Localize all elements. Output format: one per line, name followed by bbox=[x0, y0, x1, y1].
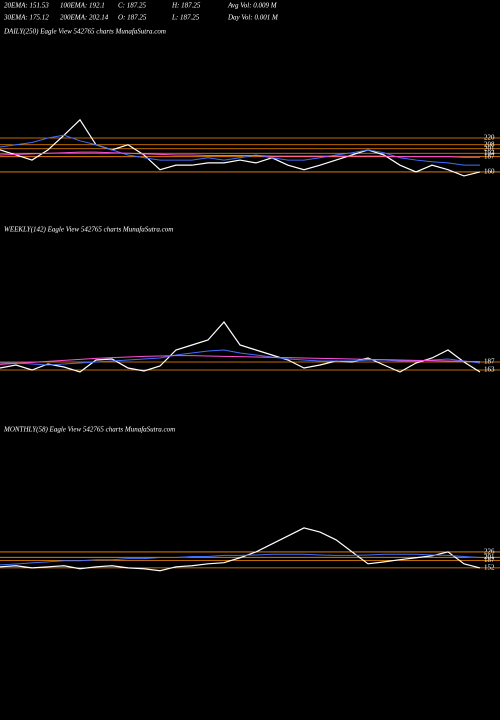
y-tick-label: 226 bbox=[484, 548, 495, 556]
price-line bbox=[0, 118, 481, 177]
header-stat: L: 187.25 bbox=[171, 14, 200, 22]
y-tick-label: 220 bbox=[484, 134, 495, 142]
price-line bbox=[0, 321, 481, 373]
price-line bbox=[0, 349, 481, 366]
price-line bbox=[0, 151, 480, 158]
header-stat: 20EMA: 151.53 bbox=[4, 2, 49, 10]
y-tick-label: 193 bbox=[484, 149, 495, 157]
y-tick-label: 163 bbox=[484, 366, 495, 374]
y-tick-label: 201 bbox=[484, 144, 495, 152]
y-tick-label: 208 bbox=[484, 140, 495, 148]
header-stat: 30EMA: 175.12 bbox=[3, 14, 49, 22]
panel-title: DAILY(250) Eagle View 542765 charts Muna… bbox=[3, 28, 166, 36]
y-tick-label: 201 bbox=[484, 553, 495, 561]
header-stat: O: 187.25 bbox=[118, 14, 147, 22]
price-line bbox=[0, 553, 481, 566]
y-tick-label: 152 bbox=[484, 564, 495, 572]
y-tick-label: 187 bbox=[484, 152, 495, 160]
price-line bbox=[0, 134, 480, 166]
header-stat: 200EMA: 202.14 bbox=[60, 14, 109, 22]
y-tick-label: 187 bbox=[484, 556, 495, 564]
panel-title: WEEKLY(142) Eagle View 542765 charts Mun… bbox=[4, 226, 173, 234]
price-line bbox=[0, 355, 481, 365]
header-stat: H: 187.25 bbox=[171, 2, 201, 10]
header-stat: C: 187.25 bbox=[118, 2, 147, 10]
y-tick-label: 187 bbox=[484, 358, 495, 366]
header-stat: Day Vol: 0.001 M bbox=[227, 14, 279, 22]
y-tick-label: 160 bbox=[484, 168, 495, 176]
header-stat: 100EMA: 192.1 bbox=[60, 2, 105, 10]
panel-title: MONTHLY(58) Eagle View 542765 charts Mun… bbox=[3, 426, 175, 434]
price-line bbox=[0, 527, 481, 572]
header-stat: Avg Vol: 0.009 M bbox=[227, 2, 278, 10]
